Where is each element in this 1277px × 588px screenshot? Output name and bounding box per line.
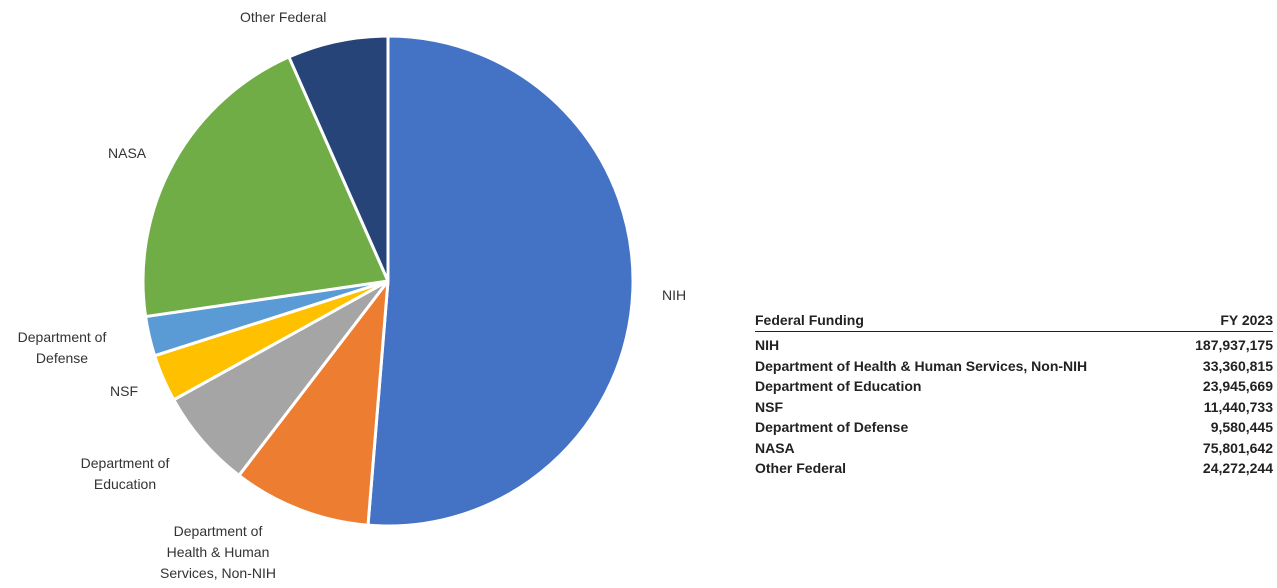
slice-label-other-federal: Other Federal	[240, 9, 327, 25]
row-amount: 24,272,244	[1202, 460, 1273, 476]
row-label: Department of Education	[755, 378, 922, 394]
table-row: Department of Health & Human Services, N…	[755, 356, 1273, 377]
row-label: Department of Health & Human Services, N…	[755, 357, 1088, 374]
slice-label-defense: Department of Defense	[17, 329, 107, 366]
row-amount: 75,801,642	[1202, 439, 1273, 456]
pie-slice-other-federal	[287, 34, 390, 283]
slice-label-nsf: NSF	[110, 383, 138, 399]
pie-slice-nasa	[141, 55, 390, 319]
row-amount: 9,580,445	[1210, 419, 1273, 435]
slice-label-nasa: NASA	[108, 145, 147, 161]
pie-chart	[141, 34, 635, 528]
pie-slice-nih	[366, 34, 635, 528]
row-label: Department of Defense	[755, 419, 909, 435]
row-amount: 23,945,669	[1202, 378, 1273, 394]
header-federal-funding: Federal Funding	[755, 312, 864, 328]
funding-table: Federal Funding FY 2023 NIH 187,937,175 …	[755, 312, 1273, 479]
row-amount: 33,360,815	[1202, 357, 1273, 374]
slice-label-education: Department of Education	[80, 455, 170, 492]
row-label: NIH	[755, 337, 780, 353]
table-row: Other Federal 24,272,244	[755, 458, 1273, 479]
table-row: NASA 75,801,642	[755, 438, 1273, 459]
slice-label-nih: NIH	[662, 287, 687, 303]
table-row: NIH 187,937,175	[755, 332, 1273, 356]
row-label: NASA	[755, 439, 795, 456]
row-label: Other Federal	[755, 460, 847, 476]
table-header-row: Federal Funding FY 2023	[755, 312, 1273, 332]
slice-label-hhs-non-nih: Department of Health & Human Services, N…	[160, 523, 276, 581]
row-amount: 187,937,175	[1195, 337, 1273, 353]
pie-slice-department-of-health-human-services-non-nih	[237, 279, 390, 527]
header-fy-2023: FY 2023	[1220, 312, 1273, 328]
funding-table-grid: Federal Funding FY 2023 NIH 187,937,175 …	[755, 312, 1273, 479]
row-amount: 11,440,733	[1203, 398, 1273, 415]
row-label: NSF	[755, 398, 783, 415]
table-row: Department of Education 23,945,669	[755, 376, 1273, 397]
table-row: Department of Defense 9,580,445	[755, 417, 1273, 438]
table-row: NSF 11,440,733	[755, 397, 1273, 418]
